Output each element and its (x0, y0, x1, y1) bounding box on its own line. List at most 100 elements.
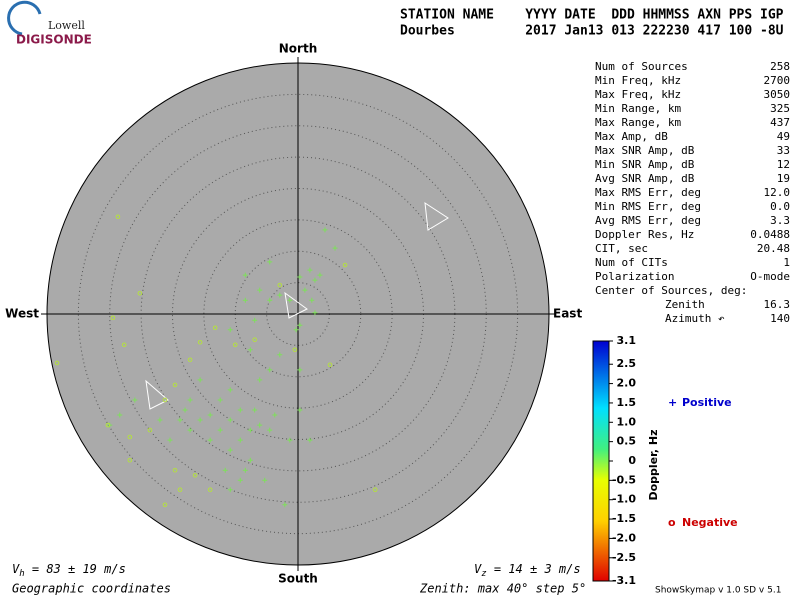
stat-value: 1 (783, 256, 790, 269)
source-positive (227, 487, 233, 493)
stat-label: Zenith (665, 298, 705, 311)
colorbar-label: Doppler, Hz (647, 429, 660, 500)
source-positive (237, 477, 243, 483)
logo-bottom: DIGISONDE (16, 33, 92, 47)
colorbar-tick-label: 3.1 (617, 334, 637, 347)
legend-label: Negative (682, 516, 738, 529)
source-negative (192, 472, 198, 478)
source-positive (322, 227, 328, 233)
stat-label: Max Range, km (595, 116, 681, 129)
stat-label: Min RMS Err, deg (595, 200, 701, 213)
source-positive (297, 322, 303, 328)
source-positive (247, 457, 253, 463)
source-positive (252, 407, 258, 413)
source-positive (257, 287, 263, 293)
vz-text: = 14 ± 3 m/s (487, 562, 581, 576)
stat-label: Avg RMS Err, deg (595, 214, 701, 227)
compass-label: North (279, 42, 317, 56)
stat-value: 19 (777, 172, 790, 185)
compass-label: East (553, 307, 582, 321)
stat-value: 12 (777, 158, 790, 171)
source-positive (217, 397, 223, 403)
stat-value: O-mode (750, 270, 790, 283)
source-negative (162, 502, 168, 508)
stat-label: Min Range, km (595, 102, 681, 115)
stat-value: 3.3 (770, 214, 790, 227)
colorbar-tick-label: -0.5 (612, 473, 636, 486)
colorbar-tick-label: 1.0 (617, 415, 637, 428)
source-positive (237, 437, 243, 443)
vh-symbol: V (12, 562, 20, 576)
stat-value: 2700 (764, 74, 791, 87)
source-positive (252, 317, 258, 323)
colorbar (592, 340, 610, 582)
source-positive (267, 427, 273, 433)
source-positive (277, 352, 283, 358)
source-positive (207, 412, 213, 418)
source-positive (157, 417, 163, 423)
source-negative (172, 382, 178, 388)
source-negative (137, 290, 143, 296)
stat-label: Polarization (595, 270, 674, 283)
source-positive (117, 412, 123, 418)
source-positive (277, 292, 283, 298)
source-negative (147, 427, 153, 433)
source-negative (187, 357, 193, 363)
colorbar-tick-label: -2.0 (612, 531, 636, 544)
source-positive (247, 427, 253, 433)
source-negative (105, 422, 111, 428)
source-positive (312, 310, 318, 316)
source-positive (312, 277, 318, 283)
source-negative (232, 342, 238, 348)
source-positive (132, 397, 138, 403)
stat-label: Azimuth ↶ (665, 312, 725, 325)
source-positive (267, 259, 273, 265)
source-positive (297, 407, 303, 413)
logo-arc (7, 0, 42, 36)
source-positive (222, 467, 228, 473)
source-positive (167, 437, 173, 443)
source-positive (227, 327, 233, 333)
header-line: STATION NAME YYYY DATE DDD HHMMSS AXN PP… (400, 8, 784, 23)
source-positive (297, 367, 303, 373)
source-positive (177, 417, 183, 423)
stat-value: 437 (770, 116, 790, 129)
colorbar-tick-label: -1.0 (612, 493, 636, 506)
source-positive (187, 427, 193, 433)
source-positive (262, 477, 268, 483)
source-positive (217, 427, 223, 433)
vz: Vz = 14 ± 3 m/s (474, 562, 581, 579)
stat-value: 140 (770, 312, 790, 325)
source-positive (197, 377, 203, 383)
source-positive (287, 297, 293, 303)
source-negative (121, 342, 127, 348)
stat-value: 49 (777, 130, 790, 143)
stat-label: Min SNR Amp, dB (595, 158, 695, 171)
stat-label: Min Freq, kHz (595, 74, 681, 87)
source-negative (252, 337, 258, 343)
source-negative (127, 457, 133, 463)
compass-label: South (278, 572, 318, 586)
source-positive (332, 245, 338, 251)
source-positive (272, 412, 278, 418)
source-positive (197, 417, 203, 423)
colorbar-tick-label: 0.5 (617, 435, 637, 448)
legend-marker: + (668, 396, 677, 409)
compass-label: West (5, 307, 39, 321)
zenith-note: Zenith: max 40° step 5° (419, 582, 586, 596)
vh-text: = 83 ± 19 m/s (25, 562, 126, 576)
coords: Geographic coordinates (12, 582, 171, 596)
source-positive (227, 417, 233, 423)
stat-value: 20.48 (757, 242, 790, 255)
source-negative (342, 262, 348, 268)
source-positive (237, 407, 243, 413)
stat-value: 0.0488 (750, 228, 790, 241)
stat-label: Num of CITs (595, 256, 668, 269)
legend-label: Positive (682, 396, 732, 409)
stat-label: Max Amp, dB (595, 130, 668, 143)
source-negative (172, 467, 178, 473)
header-line: Dourbes 2017 Jan13 013 222230 417 100 -8… (400, 24, 784, 39)
source-positive (207, 437, 213, 443)
colorbar-tick-label: -1.5 (612, 512, 636, 525)
source-positive (247, 347, 253, 353)
